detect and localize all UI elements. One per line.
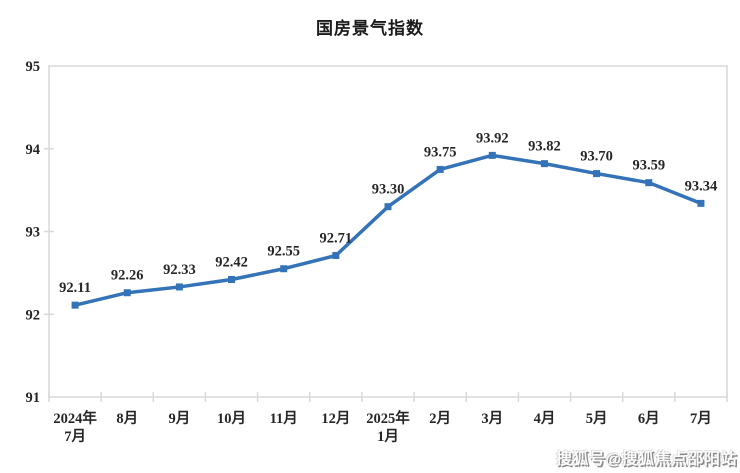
data-point-marker xyxy=(228,275,236,283)
x-axis-label: 12月 xyxy=(321,410,350,427)
data-label: 92.55 xyxy=(267,244,300,260)
data-point-marker xyxy=(280,265,288,273)
y-axis-label: 95 xyxy=(26,59,41,75)
x-axis-label: 11月 xyxy=(270,410,298,427)
series-line xyxy=(73,153,703,307)
x-axis-label: 7月 xyxy=(690,410,712,427)
data-point-marker xyxy=(488,151,496,159)
watermark: 搜狐号@搜狐焦点邵阳站 xyxy=(555,451,737,468)
data-point-marker xyxy=(540,160,548,168)
x-axis-label: 5月 xyxy=(586,410,608,427)
x-axis-label: 9月 xyxy=(169,410,191,427)
y-axis-label: 92 xyxy=(26,307,41,323)
data-label: 93.59 xyxy=(632,158,665,174)
data-label: 92.42 xyxy=(215,254,248,270)
data-point-marker xyxy=(332,251,340,259)
chart-title: 国房景气指数 xyxy=(316,19,424,38)
y-axis-label: 91 xyxy=(26,390,41,406)
y-axis-label: 93 xyxy=(26,225,41,241)
plot-border xyxy=(48,65,728,398)
data-point-marker xyxy=(384,203,392,211)
x-axis-label: 2025年 1月 xyxy=(366,409,410,445)
data-point-marker xyxy=(436,165,444,173)
data-label: 93.34 xyxy=(685,178,718,194)
data-point-marker xyxy=(593,170,601,178)
data-point-marker xyxy=(71,301,79,309)
data-label: 93.70 xyxy=(580,149,613,165)
data-label: 92.33 xyxy=(163,262,196,278)
x-axis-label: 8月 xyxy=(116,410,138,427)
data-point-marker xyxy=(175,283,183,291)
data-label: 93.92 xyxy=(476,130,509,146)
data-label: 93.30 xyxy=(372,182,405,198)
x-axis-label: 4月 xyxy=(534,410,556,427)
data-label: 93.75 xyxy=(424,144,457,160)
data-label: 92.11 xyxy=(59,280,91,296)
data-point-marker xyxy=(645,179,653,187)
data-point-marker xyxy=(123,289,131,297)
data-label: 93.82 xyxy=(528,139,561,155)
x-axis-label: 2024年 7月 xyxy=(53,409,97,445)
x-axis-label: 6月 xyxy=(638,410,660,427)
data-point-marker xyxy=(697,199,705,207)
y-axis-label: 94 xyxy=(26,142,41,158)
x-axis-label: 3月 xyxy=(481,410,503,427)
x-axis-label: 2月 xyxy=(429,410,451,427)
x-axis-label: 10月 xyxy=(217,410,246,427)
data-label: 92.71 xyxy=(320,230,353,246)
data-label: 92.26 xyxy=(111,268,144,284)
